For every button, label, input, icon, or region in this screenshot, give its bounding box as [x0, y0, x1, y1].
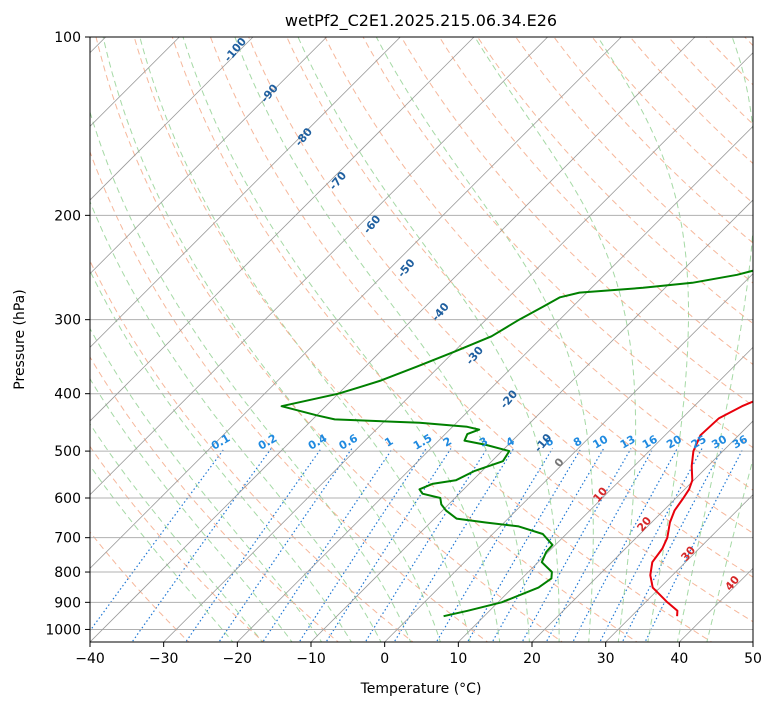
mixing-ratio-line [298, 448, 427, 642]
temperature-profile-line [649, 400, 753, 617]
x-tick-label: −30 [149, 651, 179, 667]
x-tick-label: 50 [744, 651, 762, 667]
moist-adiabat-line [90, 423, 264, 642]
mixing-ratio-line [393, 448, 515, 642]
x-tick-label: 30 [597, 651, 615, 667]
y-tick-label: 200 [54, 208, 81, 224]
isotherms [90, 37, 753, 642]
y-tick-label: 400 [54, 387, 81, 403]
x-tick-label: 20 [523, 651, 541, 667]
y-tick-label: 600 [54, 491, 81, 507]
mixing-ratio-line [185, 448, 322, 642]
mixing-ratio-line [364, 448, 488, 642]
isotherm-line [90, 37, 548, 496]
y-tick-label: 1000 [45, 622, 81, 638]
x-tick-label: −20 [223, 651, 253, 667]
isobars [90, 37, 753, 630]
dry-adiabat-line [90, 150, 489, 642]
mixing-ratio-line [466, 448, 582, 642]
mixing-ratio-line [325, 448, 452, 642]
isotherm-line [531, 420, 753, 642]
moist-adiabat-line [90, 110, 412, 642]
mixing-ratio-line [131, 448, 272, 642]
x-axis-label: Temperature (°C) [360, 681, 482, 697]
y-tick-label: 800 [54, 565, 81, 581]
mixing-ratio-line [435, 448, 554, 642]
mixing-ratio-line [218, 448, 353, 642]
mixing-ratio-line [521, 448, 632, 642]
isotherm-line [458, 346, 753, 642]
moist-adiabat-line [90, 464, 234, 642]
isotherm-line [90, 37, 622, 569]
x-tick-label: 10 [449, 651, 467, 667]
mixing-ratio-line [262, 448, 393, 642]
y-tick-label: 500 [54, 444, 81, 460]
sounding-profiles [280, 269, 753, 618]
y-axis: 100 200 300 400 500 600 700 800 900 1000 [45, 30, 90, 638]
mixing-ratio-line [545, 448, 654, 642]
chart-title: wetPf2_C2E1.2025.215.06.34.E26 [285, 11, 557, 31]
y-tick-label: 100 [54, 30, 81, 46]
x-tick-label: 0 [380, 651, 389, 667]
x-tick-label: −40 [75, 651, 105, 667]
isotherm-line [384, 273, 753, 642]
moist-adiabat-line [90, 200, 382, 642]
y-tick-label: 300 [54, 313, 81, 329]
plot-frame [89, 36, 754, 643]
isotherm-line [90, 37, 254, 201]
isotherm-line [237, 125, 753, 642]
isotherm-line [605, 494, 753, 642]
isotherm-line [90, 37, 696, 642]
isotherm-line [90, 37, 475, 422]
y-axis-label: Pressure (hPa) [12, 289, 28, 389]
y-tick-label: 900 [54, 595, 81, 611]
y-tick-label: 700 [54, 531, 81, 547]
x-tick-label: 40 [670, 651, 688, 667]
dry-adiabat-line [90, 259, 414, 642]
x-tick-label: −10 [296, 651, 326, 667]
isotherm-line [90, 37, 327, 275]
moist-adiabat-line [90, 377, 293, 642]
isotherm-line [90, 37, 401, 348]
x-axis: −40 −30 −20 −10 0 10 20 30 40 50 [75, 642, 762, 667]
isotherm-line [310, 199, 753, 642]
dewpoint-profile-line [280, 269, 753, 618]
isotherm-line [163, 52, 753, 642]
